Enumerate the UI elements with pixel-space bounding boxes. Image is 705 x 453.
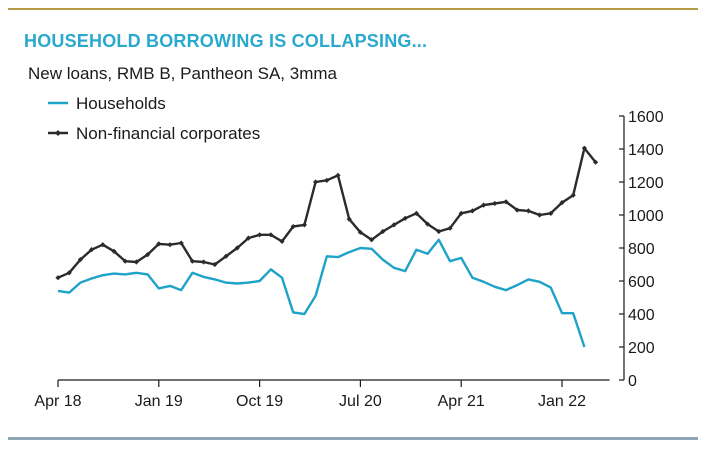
data-point-non-financial-corporates [156,241,162,247]
y-tick-label: 1400 [628,142,664,159]
data-point-non-financial-corporates [525,208,531,214]
data-point-non-financial-corporates [548,210,554,216]
data-point-non-financial-corporates [245,235,251,241]
data-point-non-financial-corporates [503,199,509,205]
x-tick-label: Jan 22 [538,393,586,410]
data-point-non-financial-corporates [436,228,442,235]
y-tick-label: 200 [628,340,655,357]
data-point-non-financial-corporates [447,225,453,231]
y-tick-label: 1600 [628,109,664,126]
y-tick-label: 0 [628,373,637,390]
data-point-non-financial-corporates [559,200,565,206]
chart-title: New loans, RMB B, Pantheon SA, 3mma [28,64,337,83]
legend-marker-non-financial-corporates [55,130,61,136]
data-point-non-financial-corporates [413,210,419,216]
data-point-non-financial-corporates [290,223,296,230]
data-point-non-financial-corporates [357,229,363,235]
data-point-non-financial-corporates [313,179,319,185]
data-point-non-financial-corporates [55,275,61,281]
data-point-non-financial-corporates [492,200,498,207]
data-point-non-financial-corporates [77,256,83,263]
data-point-non-financial-corporates [346,216,352,222]
data-point-non-financial-corporates [481,202,487,208]
bottom-rule [8,437,698,440]
data-point-non-financial-corporates [458,210,464,216]
y-tick-label: 800 [628,241,655,258]
data-point-non-financial-corporates [268,232,274,238]
data-point-non-financial-corporates [514,207,520,213]
data-point-non-financial-corporates [223,253,229,259]
x-tick-label: Jan 19 [135,393,183,410]
data-point-non-financial-corporates [335,172,341,178]
chart-headline: HOUSEHOLD BORROWING IS COLLAPSING... [24,31,428,51]
data-point-non-financial-corporates [167,242,173,248]
data-point-non-financial-corporates [66,270,72,276]
data-point-non-financial-corporates [201,259,207,265]
legend-label-non-financial-corporates: Non-financial corporates [76,124,260,143]
data-point-non-financial-corporates [178,240,184,246]
data-point-non-financial-corporates [257,232,263,238]
data-point-non-financial-corporates [301,222,307,228]
y-tick-label: 400 [628,307,655,324]
data-point-non-financial-corporates [189,258,195,264]
y-tick-label: 1200 [628,175,664,192]
data-point-non-financial-corporates [111,248,117,254]
data-point-non-financial-corporates [402,215,408,221]
data-point-non-financial-corporates [89,247,95,253]
data-point-non-financial-corporates [324,177,330,183]
data-point-non-financial-corporates [369,237,375,243]
data-point-non-financial-corporates [279,238,285,244]
data-point-non-financial-corporates [537,212,543,218]
series-line-households [57,238,586,348]
chart-axes: 0 200 400 600 800 1000 1200 1400 1600 Apr 18 Jan 1… [34,109,663,410]
data-point-non-financial-corporates [581,145,587,151]
legend-label-households: Households [76,94,166,113]
data-point-non-financial-corporates [145,252,151,258]
data-point-non-financial-corporates [593,159,599,165]
chart-series [55,145,599,348]
data-point-non-financial-corporates [133,259,139,265]
data-point-non-financial-corporates [234,245,240,251]
y-tick-label: 1000 [628,208,664,225]
data-point-non-financial-corporates [380,228,386,235]
data-point-non-financial-corporates [212,261,218,268]
chart-legend: Households Non-financial corporates [48,94,260,143]
top-rule [8,8,698,10]
data-point-non-financial-corporates [391,222,397,228]
data-point-non-financial-corporates [425,221,431,227]
x-tick-label: Apr 18 [34,393,81,410]
data-point-non-financial-corporates [122,258,128,264]
data-point-non-financial-corporates [570,192,576,198]
data-point-non-financial-corporates [100,242,106,248]
x-tick-label: Oct 19 [236,393,283,410]
x-tick-label: Jul 20 [339,393,382,410]
y-tick-label: 600 [628,274,655,291]
x-tick-label: Apr 21 [438,393,485,410]
data-point-non-financial-corporates [469,208,475,214]
